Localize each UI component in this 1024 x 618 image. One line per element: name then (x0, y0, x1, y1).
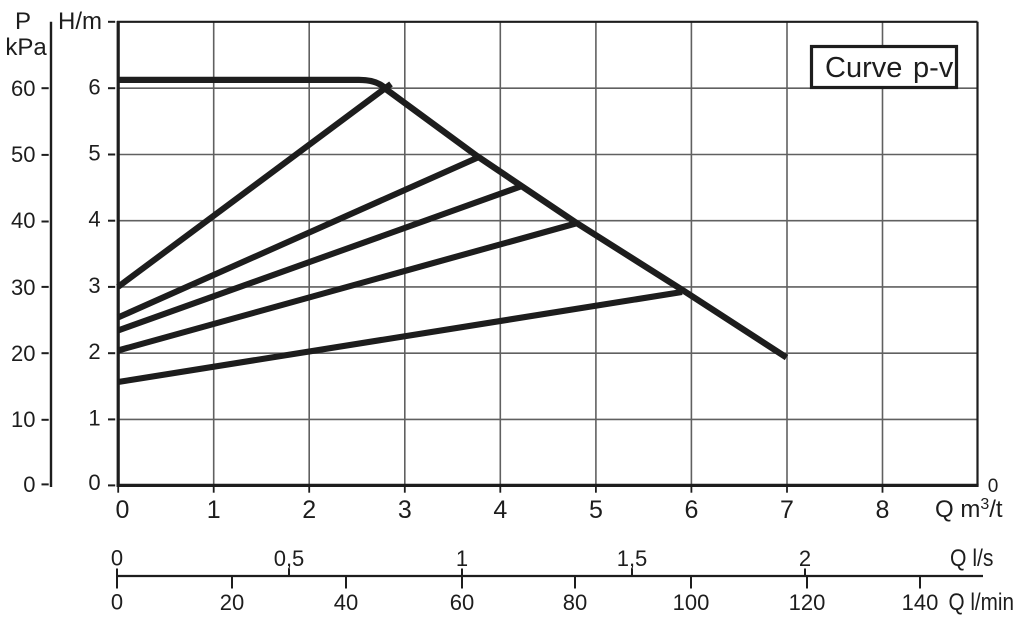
svg-text:4: 4 (88, 207, 100, 232)
svg-text:1: 1 (456, 546, 468, 571)
svg-text:2: 2 (302, 496, 316, 524)
svg-text:0: 0 (23, 472, 35, 497)
svg-text:60: 60 (11, 76, 35, 101)
svg-text:H/m: H/m (58, 8, 102, 35)
svg-text:kPa: kPa (5, 34, 47, 61)
svg-text:1: 1 (88, 406, 100, 431)
svg-text:2: 2 (88, 339, 100, 364)
svg-text:0: 0 (111, 590, 123, 615)
svg-text:50: 50 (11, 142, 35, 167)
svg-text:10: 10 (11, 407, 35, 432)
svg-text:Q m3/t: Q m3/t (935, 496, 1003, 523)
svg-text:Q l/s: Q l/s (950, 545, 994, 572)
svg-text:0: 0 (111, 546, 123, 571)
svg-text:30: 30 (11, 275, 35, 300)
svg-text:0: 0 (88, 470, 100, 495)
svg-text:0,5: 0,5 (274, 546, 305, 571)
svg-text:20: 20 (220, 590, 244, 615)
svg-text:6: 6 (684, 496, 698, 524)
svg-text:40: 40 (11, 208, 35, 233)
svg-text:3: 3 (398, 496, 412, 524)
svg-text:3: 3 (88, 273, 100, 298)
svg-text:120: 120 (789, 590, 826, 615)
svg-text:6: 6 (88, 75, 100, 100)
svg-text:140: 140 (902, 590, 939, 615)
svg-text:1: 1 (207, 496, 221, 524)
svg-text:60: 60 (450, 590, 474, 615)
svg-text:4: 4 (493, 496, 507, 524)
svg-text:5: 5 (589, 496, 603, 524)
svg-text:40: 40 (334, 590, 358, 615)
svg-text:20: 20 (11, 341, 35, 366)
svg-text:1,5: 1,5 (617, 546, 648, 571)
svg-text:7: 7 (780, 496, 794, 524)
svg-text:5: 5 (88, 141, 100, 166)
svg-text:Curve: Curve (825, 52, 902, 84)
svg-text:8: 8 (876, 496, 890, 524)
svg-text:100: 100 (673, 590, 710, 615)
svg-text:0: 0 (988, 476, 999, 497)
svg-text:80: 80 (563, 590, 587, 615)
svg-text:p-v: p-v (913, 52, 954, 84)
svg-text:P: P (15, 8, 31, 35)
svg-text:Q l/min: Q l/min (949, 589, 1015, 616)
svg-text:0: 0 (116, 496, 130, 524)
svg-text:2: 2 (799, 546, 811, 571)
